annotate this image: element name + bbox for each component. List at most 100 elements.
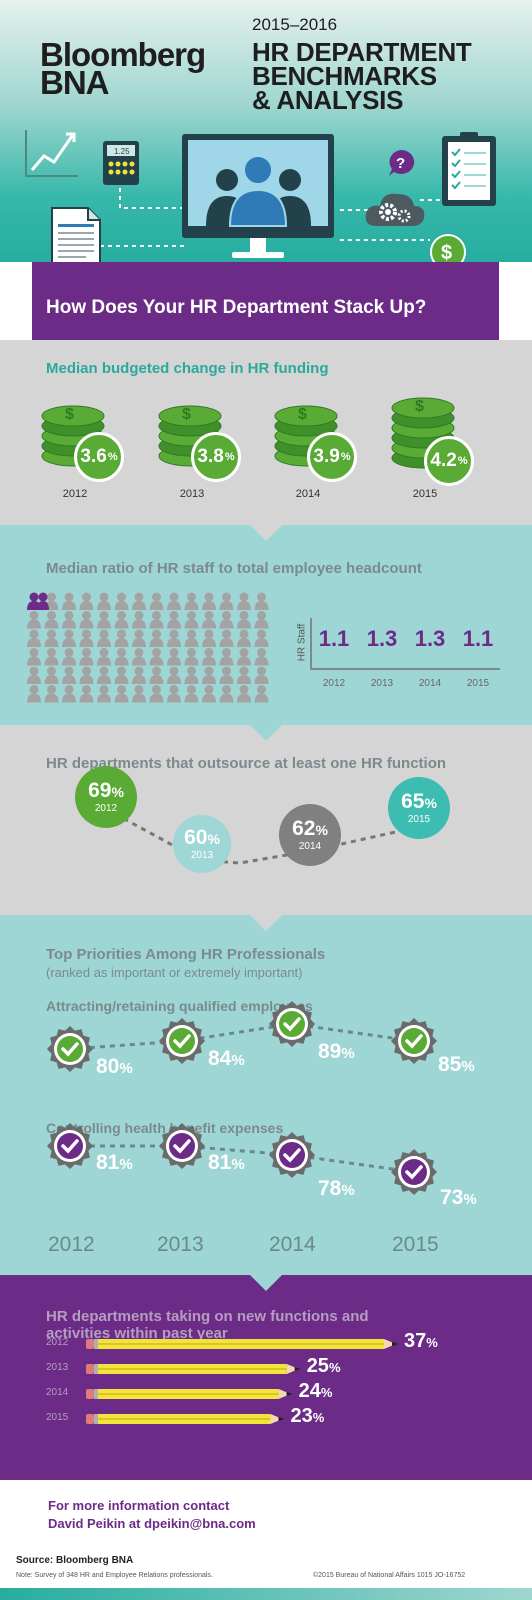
funding-percent-badge: 3.6%: [74, 432, 124, 482]
ratio-value: 1.3: [414, 626, 446, 651]
monitor-team-icon: [182, 134, 334, 258]
employee-person-icon: [149, 629, 164, 647]
outsource-section: HR departments that outsource at least o…: [0, 725, 532, 915]
priority-year: 2013: [157, 1233, 204, 1256]
employee-person-icon: [149, 648, 164, 666]
health-percent: 81%: [96, 1151, 133, 1175]
employee-person-icon: [97, 666, 111, 684]
employee-person-icon: [97, 629, 111, 647]
bar-year: 2015: [46, 1412, 69, 1423]
employee-person-icon: [202, 666, 216, 684]
bar-percent-value: 37: [404, 1330, 427, 1352]
bar-percent-value: 23: [290, 1405, 313, 1427]
employee-person-icon: [79, 685, 94, 703]
outsource-percent-unit: %: [315, 822, 328, 838]
health-percent: 81%: [208, 1151, 245, 1175]
header-title-line1: HR DEPARTMENT: [252, 37, 472, 67]
svg-text:$: $: [415, 398, 424, 415]
bar-percent: 24%: [299, 1380, 333, 1403]
funding-percent-unit: %: [340, 451, 351, 463]
bar-percent: 37%: [404, 1330, 438, 1353]
attract-percent-unit: %: [341, 1045, 355, 1062]
ratio-axis: [310, 618, 312, 670]
outsource-year: 2015: [407, 814, 431, 825]
employee-person-icon: [167, 611, 181, 629]
question-icon: ?: [389, 149, 415, 176]
people-grid: [27, 592, 269, 703]
header-years: 2015–2016: [252, 15, 338, 34]
check-badge-icon: [47, 1026, 93, 1072]
health-percent-unit: %: [463, 1191, 477, 1208]
outsource-percent-value: 69: [88, 779, 112, 802]
outsource-percent-value: 62: [292, 817, 316, 840]
employee-person-icon: [202, 592, 216, 610]
check-badge-icon: [47, 1123, 93, 1169]
employee-person-icon: [202, 648, 216, 666]
pencil-bar: [86, 1414, 285, 1424]
employee-person-icon: [237, 592, 251, 610]
health-percent-unit: %: [341, 1182, 355, 1199]
employee-person-icon: [114, 666, 129, 684]
employee-person-icon: [97, 685, 111, 703]
funding-percent-value: 3.6: [80, 446, 107, 467]
employee-person-icon: [44, 611, 59, 629]
ratio-year: 2013: [370, 678, 394, 689]
outsource-percent-unit: %: [207, 831, 220, 847]
header-title-line2: BENCHMARKS: [252, 61, 437, 91]
employee-person-icon: [149, 685, 164, 703]
new-functions-title-line1: HR departments taking on new functions a…: [46, 1308, 369, 1325]
funding-percent-badge: 3.9%: [307, 432, 357, 482]
employee-person-icon: [97, 592, 111, 610]
priority-year: 2015: [392, 1233, 439, 1256]
new-functions-title-line2: activities within past year: [46, 1325, 228, 1342]
funding-percent-badge: 3.8%: [191, 432, 241, 482]
ratio-year: 2012: [322, 678, 346, 689]
employee-person-icon: [27, 685, 41, 703]
svg-text:$: $: [298, 406, 307, 423]
outsource-bubble: 65% 2015: [388, 777, 450, 839]
employee-person-icon: [237, 666, 251, 684]
outsource-bubble: 60% 2013: [173, 815, 231, 873]
employee-person-icon: [237, 648, 251, 666]
section-notch: [250, 725, 282, 741]
employee-person-icon: [79, 592, 94, 610]
employee-person-icon: [97, 648, 111, 666]
contact-line2[interactable]: David Peikin at dpeikin@bna.com: [48, 1516, 256, 1531]
attract-percent-value: 80: [96, 1055, 120, 1078]
svg-text:$: $: [182, 406, 191, 423]
employee-person-icon: [62, 685, 76, 703]
health-percent-unit: %: [231, 1156, 245, 1173]
ratio-year: 2014: [418, 678, 442, 689]
funding-section: Median budgeted change in HR funding $3.…: [0, 340, 532, 525]
employee-person-icon: [62, 629, 76, 647]
employee-person-icon: [79, 629, 94, 647]
bar-percent: 23%: [290, 1405, 324, 1428]
employee-person-icon: [132, 629, 146, 647]
bottom-strip: [0, 1588, 532, 1600]
employee-person-icon: [114, 648, 129, 666]
funding-percent-badge: 4.2%: [424, 436, 474, 486]
employee-person-icon: [27, 648, 41, 666]
settings-cloud-icon: [365, 193, 425, 226]
priorities-subtitle: (ranked as important or extremely import…: [46, 965, 303, 980]
employee-person-icon: [219, 592, 234, 610]
employee-person-icon: [254, 685, 269, 703]
employee-person-icon: [237, 611, 251, 629]
priority-year: 2012: [48, 1233, 95, 1256]
employee-person-icon: [202, 685, 216, 703]
hr-staff-person-icon: [37, 592, 49, 610]
health-percent-value: 73: [440, 1186, 464, 1209]
employee-person-icon: [62, 648, 76, 666]
employee-person-icon: [202, 611, 216, 629]
copyright-text: ©2015 Bureau of National Affairs 1015 JO…: [313, 1572, 466, 1579]
ratio-value: 1.1: [462, 626, 494, 651]
attract-percent-unit: %: [119, 1060, 133, 1077]
ratio-axis-label: HR Staff: [296, 623, 308, 662]
employee-person-icon: [219, 666, 234, 684]
employee-person-icon: [237, 685, 251, 703]
ratio-value: 1.1: [318, 626, 350, 651]
health-percent-value: 81: [96, 1151, 120, 1174]
header: Bloomberg BNA 2015–2016 HR DEPARTMENT BE…: [0, 0, 532, 262]
employee-person-icon: [167, 685, 181, 703]
line-chart-icon: [25, 130, 78, 177]
